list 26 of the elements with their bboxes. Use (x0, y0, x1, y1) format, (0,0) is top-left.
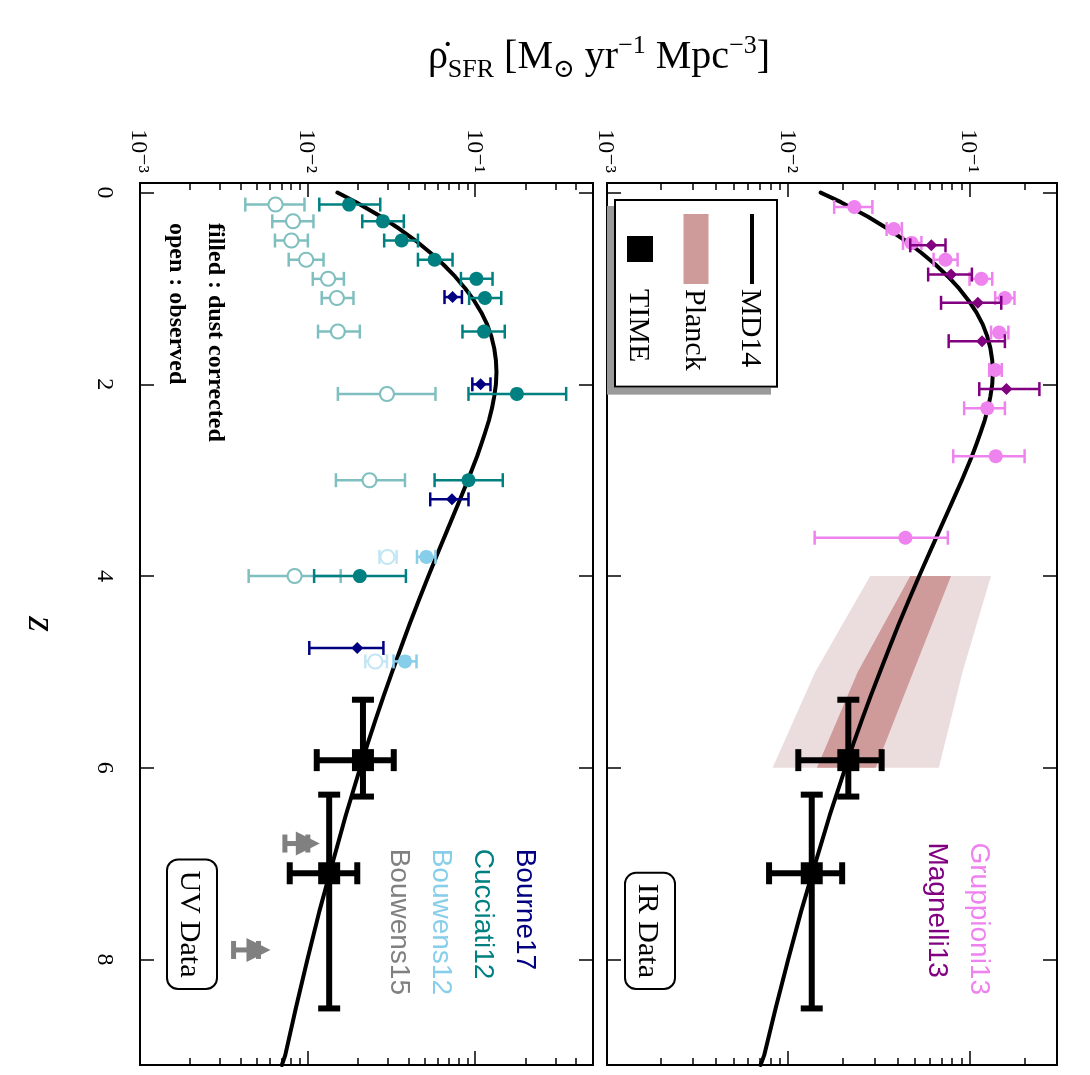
x-tick-label: 10⁻² (775, 129, 802, 173)
y-tick-label: 4 (93, 570, 119, 583)
text: Gruppioni13 (964, 842, 996, 996)
y-tick-label: 2 (93, 378, 119, 391)
text: ρ̇$_{SFR}$ [M$_{⊙}$ yr$^{−1}$ Mpc$^{−3}$] (427, 30, 771, 83)
text: Bouwens12 (426, 848, 458, 996)
x-tick-label: 10⁻³ (127, 129, 153, 173)
annotation: UV Data (174, 870, 208, 978)
text: Bouwens15 (384, 848, 416, 996)
x-tick-label: 10⁻¹ (957, 129, 984, 173)
y-tick-label: 0 (93, 186, 119, 199)
x-tick-label: 10⁻² (294, 129, 321, 173)
x-tick-label: 10⁻¹ (462, 129, 489, 173)
text: Cucciati12 (468, 848, 500, 980)
legend-label: TIME (623, 289, 657, 363)
text: Magnelli13 (922, 842, 954, 978)
annotation: filled : dust corrected (204, 223, 230, 443)
y-tick-label: 6 (93, 761, 119, 774)
annotation: open : observed (165, 223, 191, 385)
y-axis-title: z (19, 615, 65, 633)
legend-label: MD14 (735, 289, 769, 368)
y-tick-label: 8 (93, 953, 119, 966)
legend-label: Planck (679, 289, 713, 371)
text: Bourne17 (510, 848, 542, 971)
annotation: IR Data (632, 883, 666, 979)
x-tick-label: 10⁻³ (594, 129, 620, 173)
